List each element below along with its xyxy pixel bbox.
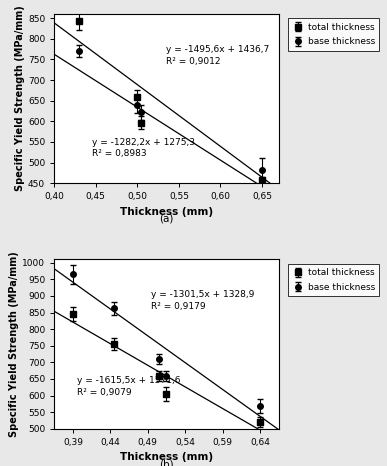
X-axis label: Thickness (mm): Thickness (mm) <box>120 452 213 462</box>
X-axis label: Thickness (mm): Thickness (mm) <box>120 207 213 217</box>
Text: y = -1282,2x + 1275,3
R² = 0,8983: y = -1282,2x + 1275,3 R² = 0,8983 <box>92 137 195 158</box>
Legend: total thickness, base thickness: total thickness, base thickness <box>288 19 379 51</box>
Text: y = -1495,6x + 1436,7
R² = 0,9012: y = -1495,6x + 1436,7 R² = 0,9012 <box>166 45 270 66</box>
Text: y = -1615,5x + 1571,6
R² = 0,9079: y = -1615,5x + 1571,6 R² = 0,9079 <box>77 377 180 397</box>
Text: y = -1301,5x + 1328,9
R² = 0,9179: y = -1301,5x + 1328,9 R² = 0,9179 <box>151 290 255 311</box>
Y-axis label: Specific Yield Strength (MPa/mm): Specific Yield Strength (MPa/mm) <box>15 6 25 192</box>
Legend: total thickness, base thickness: total thickness, base thickness <box>288 264 379 296</box>
Y-axis label: Specific Yield Strength (MPa/mm): Specific Yield Strength (MPa/mm) <box>9 251 19 437</box>
Text: (b): (b) <box>159 459 174 466</box>
Text: (a): (a) <box>159 214 174 224</box>
